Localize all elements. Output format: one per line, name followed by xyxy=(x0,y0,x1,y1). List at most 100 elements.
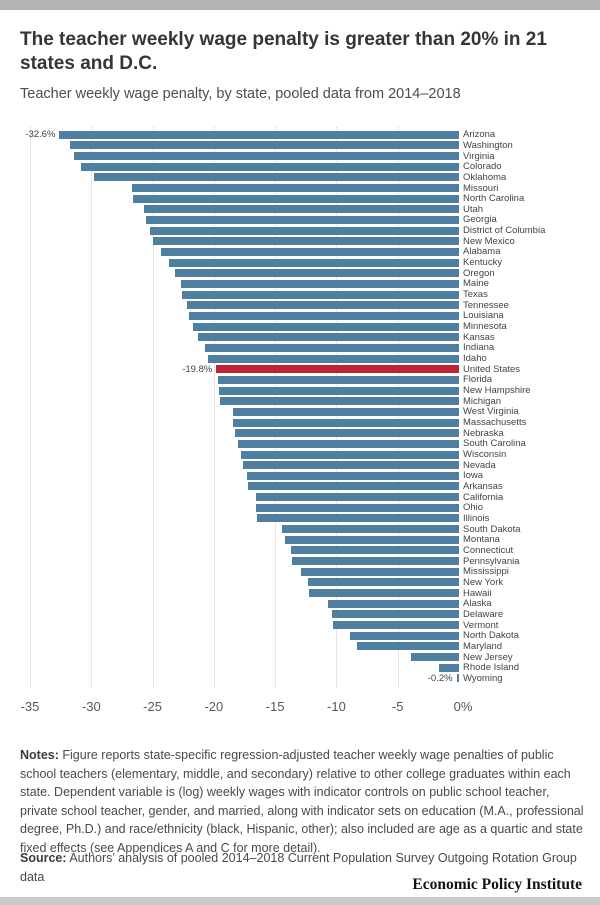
x-tick--25: -25 xyxy=(143,699,162,714)
bar-colorado xyxy=(81,162,459,171)
x-tick--20: -20 xyxy=(204,699,224,714)
state-label-texas: Texas xyxy=(463,289,488,301)
bar-south-carolina xyxy=(238,439,459,448)
bar-maryland xyxy=(357,642,459,651)
bar-indiana xyxy=(205,343,459,352)
bar-wyoming xyxy=(456,674,459,683)
bar-minnesota xyxy=(193,322,459,331)
bar-arizona xyxy=(59,130,459,139)
bottom-border-band xyxy=(0,897,600,905)
chart-subtitle: Teacher weekly wage penalty, by state, p… xyxy=(20,86,461,102)
bar-oklahoma xyxy=(93,173,459,182)
source-label: Source: xyxy=(20,851,67,865)
state-label-south-carolina: South Carolina xyxy=(463,438,526,450)
gridline--10 xyxy=(336,127,338,688)
state-label-michigan: Michigan xyxy=(463,395,502,407)
bar-idaho xyxy=(207,354,459,363)
state-label-connecticut: Connecticut xyxy=(463,544,514,556)
bar-california xyxy=(255,493,459,502)
source-body: Authors’ analysis of pooled 2014–2018 Cu… xyxy=(20,851,577,884)
bar-alaska xyxy=(327,599,459,608)
state-label-nevada: Nevada xyxy=(463,459,496,471)
gridline--30 xyxy=(91,127,93,688)
state-label-pennsylvania: Pennsylvania xyxy=(463,555,520,567)
bar-wisconsin xyxy=(240,450,459,459)
x-tick--35: -35 xyxy=(20,699,40,714)
bar-maine xyxy=(180,279,459,288)
bar-utah xyxy=(143,205,459,214)
x-tick--30: -30 xyxy=(81,699,101,714)
state-label-wisconsin: Wisconsin xyxy=(463,449,507,460)
bar-new-york xyxy=(308,578,459,587)
state-label-vermont: Vermont xyxy=(463,619,499,631)
bar-new-hampshire xyxy=(218,386,459,395)
state-label-new-hampshire: New Hampshire xyxy=(463,385,531,397)
value-label-united-states: -19.8% xyxy=(182,363,213,375)
source-text: Source: Authors’ analysis of pooled 2014… xyxy=(20,849,585,886)
bar-nevada xyxy=(243,461,459,470)
bar-missouri xyxy=(131,184,459,192)
chart-title: The teacher weekly wage penalty is great… xyxy=(20,29,547,74)
state-label-north-carolina: North Carolina xyxy=(463,193,525,205)
bar-michigan xyxy=(219,397,459,406)
state-label-kansas: Kansas xyxy=(463,331,495,343)
state-label-idaho: Idaho xyxy=(463,353,487,365)
bar-mississippi xyxy=(300,567,459,576)
value-label-wyoming: -0.2% xyxy=(427,672,453,684)
bar-massachusetts xyxy=(233,418,459,427)
state-label-north-dakota: North Dakota xyxy=(463,630,519,642)
notes-text: Notes: Figure reports state-specific reg… xyxy=(20,746,585,857)
state-label-massachusetts: Massachusetts xyxy=(463,417,527,429)
bar-new-mexico xyxy=(152,237,459,246)
bar-delaware xyxy=(331,610,459,619)
notes-label: Notes: xyxy=(20,748,59,762)
bar-georgia xyxy=(146,215,459,224)
bar-tennessee xyxy=(186,301,459,310)
gridline--20 xyxy=(213,127,215,688)
x-tick--15: -15 xyxy=(265,699,285,714)
x-tick--5: -5 xyxy=(391,699,404,714)
bar-connecticut xyxy=(291,546,459,555)
state-label-arkansas: Arkansas xyxy=(463,480,503,492)
state-label-utah: Utah xyxy=(463,203,484,215)
state-label-hawaii: Hawaii xyxy=(463,587,492,599)
state-label-illinois: Illinois xyxy=(463,512,490,524)
bar-kansas xyxy=(197,333,459,342)
bar-pennsylvania xyxy=(292,557,459,566)
state-label-oregon: Oregon xyxy=(463,267,495,279)
bar-virginia xyxy=(74,152,459,161)
epi-wordmark: Economic Policy Institute xyxy=(412,876,582,893)
state-label-montana: Montana xyxy=(463,534,500,546)
state-label-colorado: Colorado xyxy=(463,161,502,173)
state-label-new-mexico: New Mexico xyxy=(463,235,515,247)
bar-oregon xyxy=(174,269,459,278)
state-label-louisiana: Louisiana xyxy=(463,310,504,322)
state-label-tennessee: Tennessee xyxy=(463,299,509,311)
bar-ohio xyxy=(255,503,459,512)
bar-north-carolina xyxy=(132,194,459,203)
state-label-missouri: Missouri xyxy=(463,182,499,194)
state-label-arizona: Arizona xyxy=(463,129,496,141)
state-label-ohio: Ohio xyxy=(463,502,484,514)
state-label-district-of-columbia: District of Columbia xyxy=(463,225,546,237)
state-label-alaska: Alaska xyxy=(463,598,492,610)
bar-new-jersey xyxy=(411,653,459,662)
state-label-united-states: United States xyxy=(463,363,521,375)
bar-district-of-columbia xyxy=(150,226,459,235)
bar-vermont xyxy=(332,621,459,630)
gridline--25 xyxy=(152,127,154,688)
state-label-nebraska: Nebraska xyxy=(463,427,504,439)
state-label-wyoming: Wyoming xyxy=(463,672,503,684)
state-label-virginia: Virginia xyxy=(463,150,495,162)
bar-florida xyxy=(217,375,459,384)
state-label-iowa: Iowa xyxy=(463,470,484,482)
state-label-new-york: New York xyxy=(463,576,504,588)
bar-kentucky xyxy=(168,258,459,267)
state-label-washington: Washington xyxy=(463,139,513,151)
state-label-south-dakota: South Dakota xyxy=(463,523,521,535)
top-border-band xyxy=(0,0,600,10)
state-label-kentucky: Kentucky xyxy=(463,257,503,269)
state-label-maryland: Maryland xyxy=(463,640,503,652)
